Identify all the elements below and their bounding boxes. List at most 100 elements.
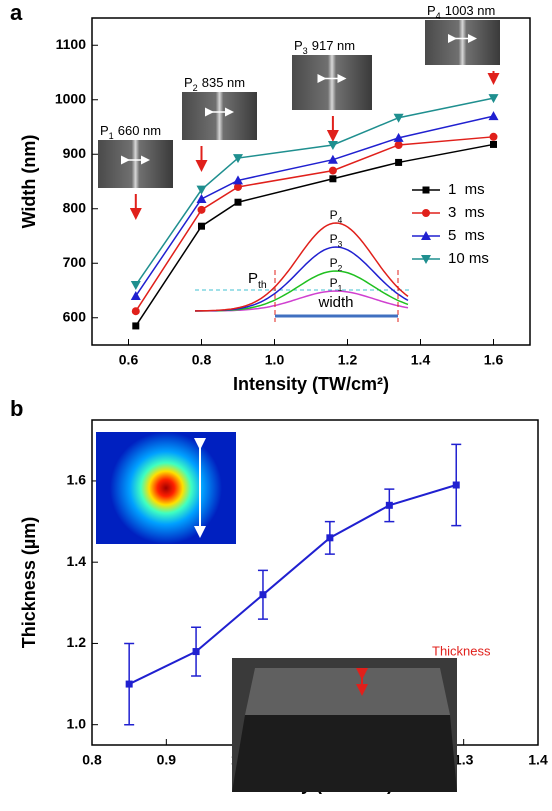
marker: [132, 322, 140, 330]
marker: [452, 481, 460, 489]
marker: [422, 186, 430, 194]
marker: [421, 231, 431, 240]
marker: [234, 182, 242, 191]
legend-label: 10 ms: [448, 250, 489, 267]
label-main: P: [330, 256, 338, 270]
marker: [130, 281, 141, 291]
x-tick-label: 0.6: [119, 352, 139, 368]
marker: [488, 94, 499, 104]
marker: [489, 132, 498, 141]
y-tick-label: 1.4: [67, 553, 87, 569]
annotation-text: 917 nm: [312, 38, 355, 53]
plot-frame: [91, 17, 531, 346]
annotation: P1: [330, 276, 343, 293]
label-main: P: [427, 3, 436, 18]
annotation-text: 835 nm: [202, 75, 245, 90]
y-tick-label: 1000: [55, 90, 86, 106]
label-sub: 1: [109, 131, 114, 141]
label-sub: 2: [338, 263, 343, 273]
marker: [197, 205, 206, 214]
marker: [125, 680, 133, 688]
y-tick-label: 1.2: [67, 634, 87, 650]
marker: [490, 140, 497, 148]
width-label: width: [317, 294, 353, 311]
y-tick-label: 600: [63, 308, 87, 324]
y-tick-label: 1.0: [67, 715, 87, 731]
annotation: P4 1003 nm: [427, 3, 495, 21]
marker: [393, 113, 404, 123]
marker: [234, 198, 242, 206]
annotation-text: 660 nm: [118, 123, 161, 138]
label-main: P: [100, 123, 109, 138]
label-sub: 4: [338, 215, 343, 225]
y-tick-label: 800: [63, 199, 87, 215]
marker: [329, 175, 337, 183]
x-tick-label: 1.2: [338, 352, 358, 368]
x-tick-label: 1.3: [454, 752, 474, 768]
pulse-curve: [195, 222, 409, 312]
marker: [422, 209, 430, 217]
marker: [421, 255, 431, 264]
label-main: P: [294, 38, 303, 53]
heatmap-inset: [96, 432, 236, 544]
marker: [327, 154, 338, 164]
x-tick-label: 0.8: [192, 352, 212, 368]
marker: [328, 166, 337, 175]
annotation: P4: [330, 208, 343, 225]
sem-cavity: [232, 715, 457, 792]
marker: [131, 307, 140, 316]
x-tick-label: 1.0: [265, 352, 285, 368]
marker: [259, 591, 267, 599]
label-main: P: [330, 232, 338, 246]
annotation: Pth: [248, 270, 267, 291]
legend-label: 5 ms: [448, 227, 485, 244]
inset-label: Thickness: [432, 643, 491, 658]
annotation: P3: [330, 232, 343, 249]
legend-label: 3 ms: [448, 204, 485, 221]
marker: [233, 154, 243, 164]
label-sub: 1: [338, 283, 343, 293]
label-main: P: [184, 75, 193, 90]
y-axis-label: Width (nm): [19, 135, 39, 229]
label-main: P: [330, 208, 338, 222]
marker: [196, 193, 207, 203]
y-tick-label: 900: [63, 145, 87, 161]
marker: [327, 140, 338, 150]
y-axis-label: Thickness (µm): [19, 517, 39, 648]
legend-label: 1 ms: [448, 181, 485, 198]
series-line: [135, 136, 494, 312]
label-main: P: [330, 276, 338, 290]
sem-image: [292, 55, 372, 110]
panel-label: b: [10, 396, 23, 421]
annotation: P2 835 nm: [184, 75, 245, 93]
x-tick-label: 1.4: [528, 752, 548, 768]
marker: [394, 140, 403, 149]
marker: [488, 111, 499, 121]
sem-image: [425, 20, 500, 65]
sem-layer: [245, 668, 450, 715]
annotation-text: 1003 nm: [445, 3, 496, 18]
marker: [198, 222, 205, 230]
pulse-curve: [195, 246, 409, 312]
y-tick-label: 1100: [56, 36, 87, 52]
series-line: [135, 97, 494, 286]
marker: [385, 501, 393, 509]
panel-label: a: [10, 0, 23, 25]
sem-image: [182, 92, 257, 140]
pulse-curve: [194, 270, 409, 312]
label-sub: 3: [303, 46, 308, 56]
y-tick-label: 1.6: [67, 472, 87, 488]
marker: [192, 648, 200, 656]
annotation: P3 917 nm: [294, 38, 355, 56]
marker: [196, 185, 207, 195]
label-sub: 3: [338, 239, 343, 249]
annotation: P2: [330, 256, 343, 273]
pulse-curve: [195, 290, 409, 312]
series-line: [135, 143, 494, 327]
x-tick-label: 0.9: [157, 752, 177, 768]
x-tick-label: 1.6: [484, 352, 504, 368]
marker: [326, 534, 334, 542]
x-tick-label: 0.8: [82, 752, 102, 768]
